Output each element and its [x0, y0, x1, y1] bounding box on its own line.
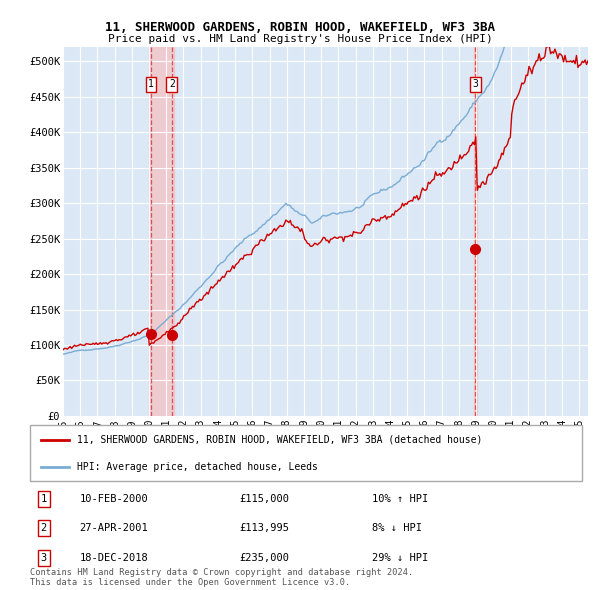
Bar [474, 47, 477, 416]
Text: 2: 2 [169, 79, 175, 89]
Text: 18-DEC-2018: 18-DEC-2018 [80, 553, 148, 563]
Text: Price paid vs. HM Land Registry's House Price Index (HPI): Price paid vs. HM Land Registry's House … [107, 34, 493, 44]
Text: £235,000: £235,000 [240, 553, 290, 563]
Text: HPI: Average price, detached house, Leeds: HPI: Average price, detached house, Leed… [77, 462, 318, 472]
Text: 29% ↓ HPI: 29% ↓ HPI [372, 553, 428, 563]
Text: 10-FEB-2000: 10-FEB-2000 [80, 494, 148, 504]
Text: 1: 1 [148, 79, 154, 89]
Text: 10% ↑ HPI: 10% ↑ HPI [372, 494, 428, 504]
Text: 8% ↓ HPI: 8% ↓ HPI [372, 523, 422, 533]
Text: Contains HM Land Registry data © Crown copyright and database right 2024.
This d: Contains HM Land Registry data © Crown c… [30, 568, 413, 587]
Text: 1: 1 [41, 494, 47, 504]
Text: 3: 3 [472, 79, 478, 89]
Text: 2: 2 [41, 523, 47, 533]
Text: 27-APR-2001: 27-APR-2001 [80, 523, 148, 533]
Bar [149, 47, 174, 416]
Text: 3: 3 [41, 553, 47, 563]
Text: 11, SHERWOOD GARDENS, ROBIN HOOD, WAKEFIELD, WF3 3BA: 11, SHERWOOD GARDENS, ROBIN HOOD, WAKEFI… [105, 21, 495, 34]
FancyBboxPatch shape [30, 425, 582, 481]
Text: 11, SHERWOOD GARDENS, ROBIN HOOD, WAKEFIELD, WF3 3BA (detached house): 11, SHERWOOD GARDENS, ROBIN HOOD, WAKEFI… [77, 435, 482, 445]
Text: £113,995: £113,995 [240, 523, 290, 533]
Text: £115,000: £115,000 [240, 494, 290, 504]
